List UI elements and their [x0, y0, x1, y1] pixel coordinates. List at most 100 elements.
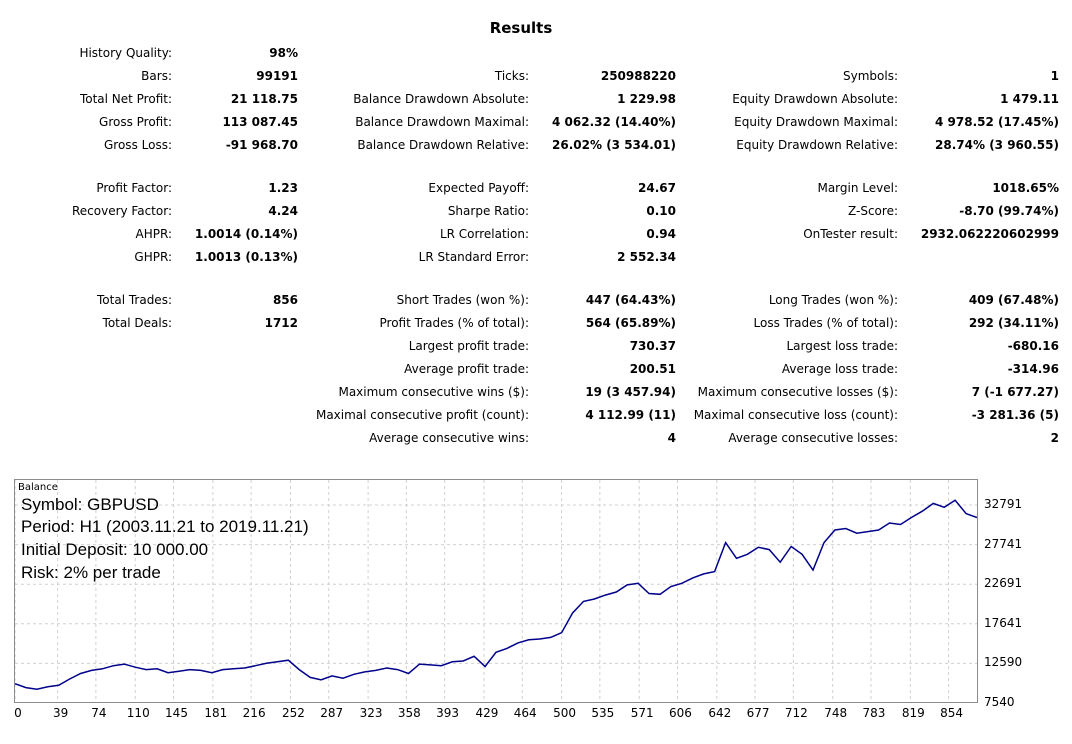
x-tick-label: 110 [126, 706, 150, 720]
y-tick-label: 27741 [984, 536, 1023, 551]
stat-value: 4 112.99 (11) [585, 408, 676, 422]
balance-series-line [15, 499, 977, 690]
stat-value: 2 552.34 [617, 250, 676, 264]
x-tick-label: 819 [901, 706, 925, 720]
stat-label: Bars: [141, 69, 172, 83]
y-tick-label: 7540 [984, 695, 1015, 709]
results-title: Results [489, 19, 553, 37]
stat-label: GHPR: [134, 250, 172, 264]
stat-value: 1 [1050, 69, 1059, 83]
stat-value: 250988220 [600, 69, 676, 83]
stat-label: Average consecutive losses: [728, 431, 898, 445]
stat-value: -91 968.70 [225, 138, 298, 152]
stat-value: 1 479.11 [1000, 92, 1059, 106]
stat-value: 1.0013 (0.13%) [194, 250, 298, 264]
stat-value: -8.70 (99.74%) [959, 204, 1059, 218]
stat-label: Profit Trades (% of total): [379, 316, 529, 330]
x-tick-label: 145 [165, 706, 188, 720]
stat-value: 26.02% (3 534.01) [552, 138, 676, 152]
overlay-period: Period: H1 (2003.11.21 to 2019.11.21) [21, 517, 309, 536]
stat-label: Gross Loss: [104, 138, 172, 152]
stat-label: Sharpe Ratio: [447, 204, 529, 218]
x-tick-label: 39 [52, 706, 69, 720]
stat-value: 2932.062220602999 [920, 227, 1059, 241]
x-tick-label: 783 [862, 706, 886, 720]
overlay-deposit: Initial Deposit: 10 000.00 [21, 540, 209, 559]
x-tick-label: 606 [669, 706, 692, 720]
stat-label: LR Standard Error: [418, 250, 529, 264]
stat-value: 4 062.32 (14.40%) [552, 115, 676, 129]
x-tick-label: 323 [359, 706, 383, 720]
stat-value: 19 (3 457.94) [585, 385, 676, 399]
x-tick-label: 642 [708, 706, 732, 720]
stat-label: Balance Drawdown Relative: [357, 138, 529, 152]
stat-value: 4.24 [268, 204, 298, 218]
stat-label: Long Trades (won %): [768, 293, 898, 307]
chart-name: Balance [18, 482, 58, 493]
x-tick-label: 464 [513, 706, 537, 720]
x-tick-label: 216 [242, 706, 266, 720]
x-tick-label: 571 [630, 706, 654, 720]
stat-value: 447 (64.43%) [585, 293, 676, 307]
balance-chart: Balance Symbol: GBPUSD Period: H1 (2003.… [14, 479, 978, 703]
stat-label: Loss Trades (% of total): [753, 316, 899, 330]
x-tick-label: 500 [553, 706, 577, 720]
x-tick-label: 535 [591, 706, 615, 720]
stat-value: 21 118.75 [230, 92, 298, 106]
stat-value: -680.16 [1007, 339, 1059, 353]
stat-value: 98% [269, 46, 298, 60]
stat-label: AHPR: [135, 227, 172, 241]
stat-value: 4 [667, 431, 676, 445]
stat-label: Symbols: [843, 69, 898, 83]
stat-label: Maximal consecutive profit (count): [315, 408, 529, 422]
stat-value: 1018.65% [992, 181, 1059, 195]
stat-label: Equity Drawdown Maximal: [734, 115, 898, 129]
stat-value: 0.94 [646, 227, 676, 241]
stat-value: 292 (34.11%) [968, 316, 1059, 330]
stat-value: 1.23 [268, 181, 298, 195]
stat-label: Equity Drawdown Absolute: [732, 92, 898, 106]
stat-label: OnTester result: [803, 227, 898, 241]
balance-chart-plot [15, 480, 977, 702]
overlay-risk: Risk: 2% per trade [21, 563, 161, 582]
stat-value: 0.10 [646, 204, 676, 218]
stat-value: 409 (67.48%) [968, 293, 1059, 307]
stat-label: Gross Profit: [99, 115, 172, 129]
stat-label: LR Correlation: [439, 227, 529, 241]
stat-value: 1712 [264, 316, 298, 330]
stat-label: Maximum consecutive wins ($): [338, 385, 529, 399]
stat-label: Average loss trade: [781, 362, 898, 376]
stat-label: Total Deals: [102, 316, 172, 330]
stat-label: Short Trades (won %): [396, 293, 529, 307]
x-tick-label: 677 [746, 706, 770, 720]
stat-value: -314.96 [1007, 362, 1059, 376]
stat-value: 200.51 [629, 362, 676, 376]
stat-label: Profit Factor: [96, 181, 172, 195]
x-tick-label: 712 [784, 706, 808, 720]
stat-value: 856 [272, 293, 298, 307]
stat-value: 28.74% (3 960.55) [935, 138, 1059, 152]
stat-value: 2 [1050, 431, 1059, 445]
stat-label: Maximum consecutive losses ($): [697, 385, 898, 399]
stat-label: Total Net Profit: [79, 92, 172, 106]
y-tick-label: 17641 [984, 615, 1023, 630]
stat-label: Average profit trade: [404, 362, 529, 376]
stat-value: 1 229.98 [617, 92, 676, 106]
stat-value: 113 087.45 [222, 115, 298, 129]
stat-label: Expected Payoff: [428, 181, 529, 195]
stat-label: Largest loss trade: [786, 339, 898, 353]
stat-value: 7 (-1 677.27) [971, 385, 1059, 399]
stat-value: 730.37 [629, 339, 676, 353]
stat-value: -3 281.36 (5) [971, 408, 1059, 422]
x-tick-label: 429 [475, 706, 499, 720]
stat-value: 4 978.52 (17.45%) [935, 115, 1059, 129]
stat-label: Largest profit trade: [408, 339, 529, 353]
overlay-symbol: Symbol: GBPUSD [21, 495, 159, 514]
stat-label: Ticks: [494, 69, 529, 83]
stat-label: History Quality: [79, 46, 172, 60]
stat-label: Equity Drawdown Relative: [736, 138, 898, 152]
stat-label: Z-Score: [848, 204, 898, 218]
y-tick-label: 22691 [984, 576, 1023, 591]
x-tick-label: 748 [824, 706, 848, 720]
stat-label: Balance Drawdown Maximal: [355, 115, 529, 129]
